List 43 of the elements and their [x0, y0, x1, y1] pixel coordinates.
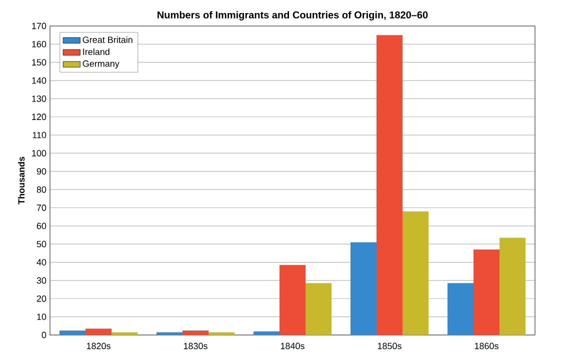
y-tick-label: 140: [32, 77, 46, 84]
y-axis-title: Thousands: [18, 156, 25, 204]
y-tick-label: 10: [37, 314, 46, 320]
bar: [112, 332, 138, 335]
y-tick-label: 130: [32, 96, 46, 102]
y-tick-label: 120: [32, 114, 46, 120]
y-tick-label: 170: [32, 22, 46, 30]
legend-label: Germany: [82, 60, 120, 69]
bar: [280, 265, 306, 335]
x-tick-label: 1860s: [474, 342, 498, 350]
bar: [60, 330, 86, 335]
bar: [86, 328, 112, 335]
y-tick-label: 90: [36, 168, 46, 175]
bar: [447, 283, 474, 335]
bar: [473, 250, 500, 335]
x-tick-label: 1820s: [86, 342, 110, 350]
bar: [306, 283, 332, 335]
x-tick-label: 1830s: [184, 342, 208, 350]
bar: [208, 332, 235, 335]
bar: [376, 35, 402, 335]
y-tick-label: 110: [32, 132, 46, 138]
y-tick-label: 70: [36, 204, 46, 211]
chart-title: Numbers of Immigrants and Countries of Origin, 1820–60: [158, 11, 428, 20]
y-tick-label: 160: [32, 40, 46, 48]
legend-label: Ireland: [83, 48, 110, 56]
bar: [350, 242, 376, 335]
y-tick-label: 80: [36, 186, 46, 193]
x-tick-label: 1840s: [280, 342, 304, 350]
y-tick-label: 150: [32, 59, 46, 66]
y-tick-label: 0: [42, 332, 46, 338]
bar: [156, 332, 182, 335]
y-tick-label: 60: [36, 222, 46, 230]
bar: [402, 211, 428, 335]
bar: [254, 331, 280, 335]
y-tick-label: 20: [36, 295, 46, 302]
bar: [182, 330, 209, 335]
bar: [499, 238, 526, 335]
y-tick-label: 100: [32, 150, 46, 156]
y-tick-label: 40: [36, 259, 46, 266]
y-tick-label: 50: [36, 240, 46, 248]
legend-label: Great Britain: [82, 36, 132, 43]
x-tick-label: 1850s: [378, 342, 402, 350]
y-tick-label: 30: [36, 277, 46, 284]
